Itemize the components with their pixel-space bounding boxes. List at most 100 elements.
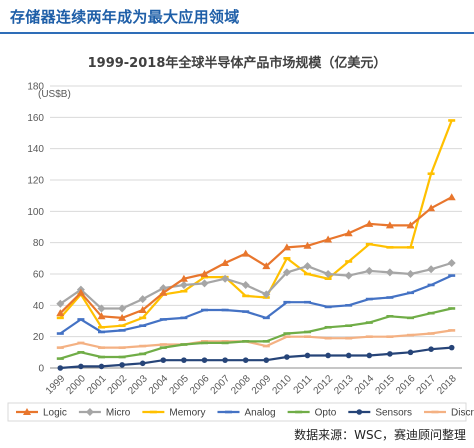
data-point <box>366 352 373 359</box>
data-point <box>428 346 434 353</box>
x-tick-label: 2018 <box>435 373 459 397</box>
y-tick-label: 140 <box>27 144 44 155</box>
data-point <box>118 313 127 321</box>
x-tick-label: 2002 <box>106 373 130 397</box>
data-point <box>304 272 311 276</box>
legend-label: Discrete <box>451 408 474 419</box>
data-point <box>118 329 126 332</box>
data-point <box>221 340 229 343</box>
data-point <box>242 294 250 298</box>
data-point <box>407 316 414 320</box>
data-point <box>221 308 229 312</box>
data-point <box>386 315 394 318</box>
data-point <box>386 296 394 299</box>
data-point <box>407 349 414 356</box>
data-point <box>77 341 85 345</box>
data-point <box>180 289 188 293</box>
data-point <box>448 307 456 310</box>
data-point <box>448 119 456 122</box>
data-point <box>386 335 394 338</box>
x-tick-label: 2005 <box>167 373 191 397</box>
data-point <box>56 346 64 349</box>
data-point <box>365 335 373 338</box>
data-point <box>139 352 147 356</box>
data-point <box>365 242 373 246</box>
data-point <box>263 357 270 363</box>
data-point <box>138 295 147 304</box>
series-line <box>59 329 453 349</box>
data-point <box>242 340 250 343</box>
x-tick-label: 2010 <box>270 373 294 397</box>
data-point <box>406 221 415 229</box>
data-point <box>56 316 64 320</box>
data-point <box>221 341 229 345</box>
data-point <box>138 306 147 314</box>
y-tick-label: 60 <box>33 270 45 281</box>
data-point <box>345 324 353 327</box>
data-point <box>221 274 230 283</box>
data-point <box>447 259 456 268</box>
y-tick-label: 100 <box>27 207 44 218</box>
data-point <box>23 408 31 415</box>
data-point <box>159 346 167 349</box>
data-point <box>201 341 208 345</box>
series-micro <box>56 259 456 313</box>
data-point <box>159 343 167 346</box>
y-tick-label: 0 <box>38 364 44 375</box>
data-point <box>241 249 250 257</box>
series-logic <box>56 193 456 321</box>
data-point <box>304 300 311 304</box>
data-point <box>159 318 167 321</box>
data-point <box>221 259 230 267</box>
data-point <box>345 304 353 307</box>
data-point <box>407 333 414 337</box>
data-point <box>431 410 439 414</box>
data-point <box>303 262 312 271</box>
data-point <box>365 321 373 324</box>
data-point <box>385 221 394 229</box>
data-point <box>179 280 188 289</box>
data-point <box>406 270 415 278</box>
data-point <box>304 335 311 338</box>
series-analog <box>56 274 456 335</box>
data-point <box>118 355 126 359</box>
data-point <box>262 316 270 320</box>
data-point <box>262 340 270 343</box>
data-point <box>365 266 374 275</box>
legend-item-analog: Analog <box>217 408 276 419</box>
x-tick-label: 2016 <box>394 373 418 397</box>
legend-item-discrete: Discrete <box>424 408 474 419</box>
data-source-note: 数据来源：WSC，赛迪顾问整理 <box>294 428 466 442</box>
data-point <box>324 305 332 309</box>
legend-label: Micro <box>106 408 131 419</box>
data-point <box>149 410 157 414</box>
data-point <box>241 280 250 289</box>
data-point <box>427 265 436 274</box>
y-tick-label: 180 <box>27 82 44 93</box>
data-point <box>283 300 291 304</box>
data-point <box>407 291 414 295</box>
x-tick-label: 1999 <box>44 373 68 397</box>
y-axis-unit-label: (US$B) <box>38 89 71 100</box>
data-point <box>324 325 332 329</box>
series-sensors <box>57 344 455 371</box>
data-point <box>447 193 456 201</box>
chart-title: 1999-2018年全球半导体产品市场规模（亿美元） <box>87 56 387 71</box>
data-point <box>98 355 105 359</box>
data-point <box>56 299 65 308</box>
series-opto <box>56 307 456 360</box>
data-point <box>427 283 435 287</box>
data-point <box>283 332 291 335</box>
heading-divider <box>0 32 474 34</box>
data-point <box>201 357 208 363</box>
data-point <box>118 346 126 349</box>
legend-label: Memory <box>169 408 205 419</box>
data-point <box>262 290 271 299</box>
y-tick-label: 80 <box>33 238 45 249</box>
data-point <box>356 409 363 415</box>
data-point <box>77 318 85 321</box>
series-line <box>59 196 453 319</box>
x-tick-label: 2003 <box>126 373 150 397</box>
data-point <box>386 246 394 249</box>
